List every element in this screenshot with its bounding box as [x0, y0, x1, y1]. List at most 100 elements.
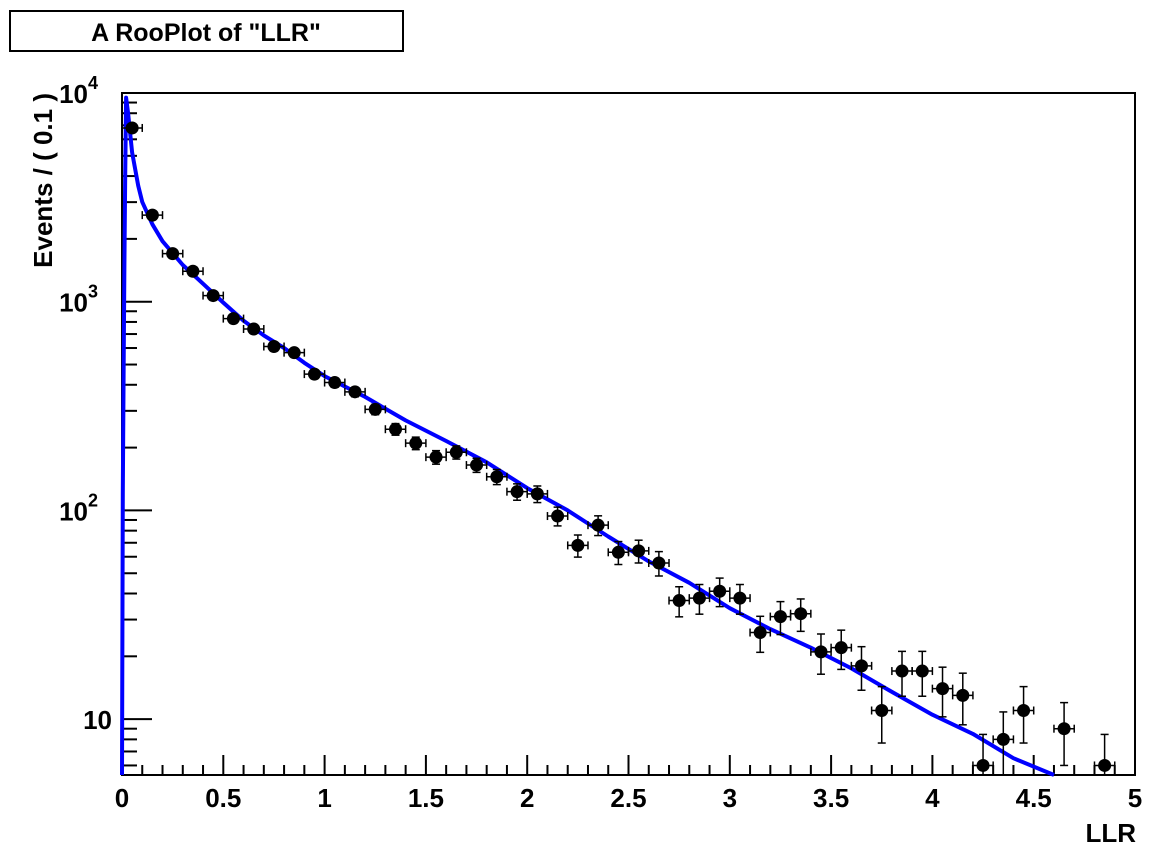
x-tick-label: 2	[520, 783, 534, 813]
data-marker	[753, 626, 767, 640]
data-point	[830, 629, 853, 671]
x-tick-label: 4.5	[1016, 783, 1052, 813]
data-marker	[1057, 722, 1071, 736]
data-point	[729, 583, 751, 615]
data-marker	[895, 664, 909, 678]
data-marker	[733, 591, 747, 605]
data-marker	[510, 485, 524, 499]
data-marker	[206, 289, 220, 303]
data-marker	[875, 704, 889, 718]
data-point	[364, 402, 387, 416]
data-point	[485, 468, 508, 486]
data-point	[749, 615, 772, 654]
x-tick-label: 0.5	[205, 783, 241, 813]
chart-title-box: A RooPlot of "LLR"	[9, 10, 404, 52]
y-axis-title: Events / ( 0.1 )	[28, 93, 58, 268]
data-point	[182, 264, 204, 278]
x-tick-label: 1.5	[408, 783, 444, 813]
data-marker	[429, 450, 443, 464]
data-marker	[226, 312, 240, 326]
data-point	[404, 436, 427, 451]
data-point	[688, 583, 711, 615]
y-tick-label: 10	[83, 705, 112, 735]
data-point	[121, 121, 144, 135]
fit-curve	[120, 95, 1055, 777]
fit-curve-layer	[120, 95, 1055, 777]
data-marker	[936, 682, 950, 696]
data-point	[891, 650, 913, 697]
data-point	[587, 515, 609, 537]
data-point	[425, 449, 447, 465]
data-point	[526, 485, 549, 504]
data-marker	[490, 470, 504, 484]
data-marker	[632, 544, 646, 558]
data-marker	[287, 346, 301, 360]
data-point	[283, 346, 306, 360]
data-marker	[409, 436, 423, 450]
data-point	[323, 376, 346, 390]
data-marker	[247, 322, 261, 336]
data-point	[627, 539, 650, 564]
x-tick-label: 1	[317, 783, 331, 813]
data-marker	[145, 208, 159, 222]
x-tick-label: 0	[115, 783, 129, 813]
data-point	[668, 586, 691, 618]
data-marker	[470, 458, 484, 472]
data-marker	[773, 610, 787, 624]
x-axis-title: LLR	[1085, 818, 1136, 848]
data-point	[992, 711, 1015, 775]
data-point	[546, 506, 569, 527]
data-point	[648, 550, 670, 577]
data-marker	[449, 445, 463, 459]
data-point	[931, 666, 954, 718]
data-marker	[713, 584, 727, 598]
data-marker	[571, 538, 585, 552]
data-marker	[915, 664, 929, 678]
data-point	[972, 733, 994, 775]
data-marker	[389, 422, 403, 436]
x-tick-label: 3	[723, 783, 737, 813]
data-point	[911, 650, 934, 697]
plot-frame	[121, 92, 1136, 776]
y-tick-label: 102	[59, 490, 98, 526]
data-point	[870, 685, 893, 744]
data-point	[810, 633, 832, 675]
y-axis: 10 102 103 104	[59, 73, 152, 767]
data-point	[263, 340, 285, 354]
data-marker	[1098, 758, 1112, 772]
data-marker	[307, 367, 321, 381]
data-point	[242, 322, 265, 336]
data-point	[384, 422, 407, 436]
data-point	[1093, 733, 1116, 775]
data-marker	[551, 509, 565, 523]
data-point	[1012, 685, 1035, 744]
data-marker	[672, 594, 686, 608]
data-point	[566, 534, 589, 558]
data-point	[344, 385, 366, 399]
data-marker	[1017, 704, 1031, 718]
x-tick-label: 3.5	[813, 783, 849, 813]
data-point	[445, 445, 468, 460]
data-marker	[996, 732, 1010, 746]
data-point	[465, 457, 488, 474]
data-point	[222, 312, 245, 326]
data-point	[141, 208, 164, 222]
data-point	[202, 289, 225, 303]
data-point	[789, 598, 812, 633]
y-tick-label: 103	[59, 282, 98, 318]
data-point	[708, 577, 731, 608]
data-marker	[976, 758, 990, 772]
title-frame	[9, 10, 404, 52]
data-marker	[854, 659, 868, 673]
x-tick-label: 5	[1128, 783, 1142, 813]
y-tick-label: 104	[59, 73, 98, 109]
data-point	[607, 540, 630, 566]
data-marker	[814, 645, 828, 659]
data-points-layer	[121, 121, 1116, 775]
x-tick-label: 4	[925, 783, 940, 813]
data-marker	[530, 487, 544, 501]
data-marker	[125, 121, 139, 135]
data-marker	[956, 688, 970, 702]
data-marker	[328, 376, 342, 390]
